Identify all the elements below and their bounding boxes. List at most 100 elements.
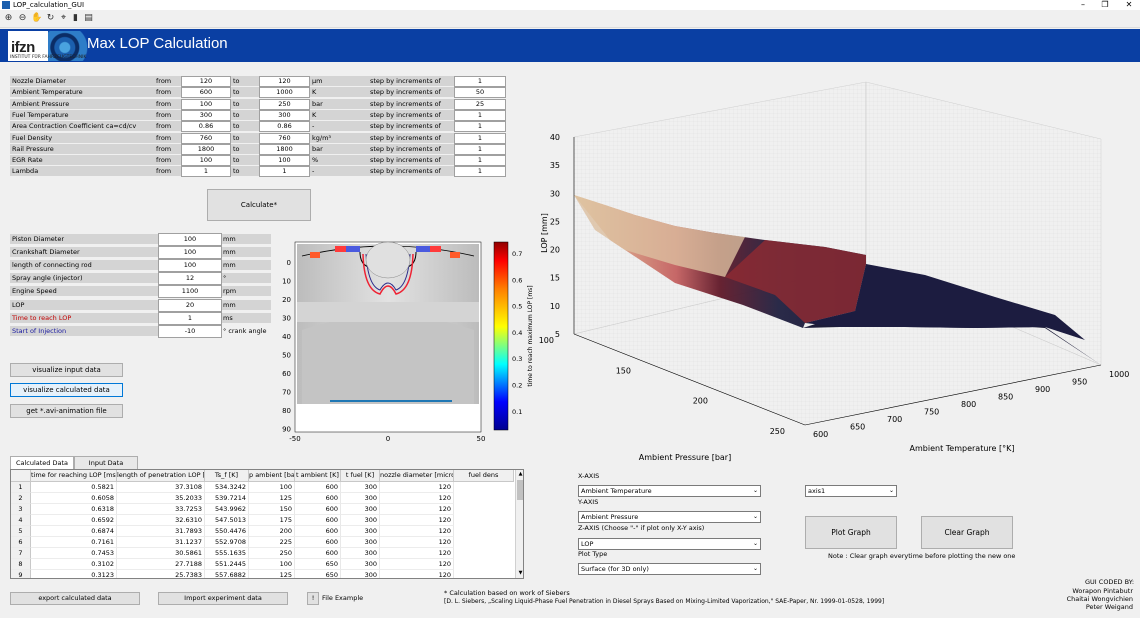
import-data-button[interactable]: Import experiment data [158, 592, 288, 605]
param-from-input[interactable]: 100 [181, 98, 231, 110]
table-row[interactable]: 5 0.6874 31.7893 550.4476 200 600 300 120 [11, 526, 515, 537]
engine-param-input[interactable]: 100 [158, 246, 222, 260]
engine-param-input[interactable]: 100 [158, 233, 222, 246]
plot-graph-button[interactable]: Plot Graph [805, 516, 897, 549]
engine-param-input[interactable]: -10 [158, 324, 222, 338]
zoom-out-icon[interactable]: ⊖ [18, 13, 27, 23]
table-row[interactable]: 3 0.6318 33.7253 543.9962 150 600 300 120 [11, 504, 515, 515]
visualize-calculated-button[interactable]: visualize calculated data [10, 383, 123, 397]
table-column-header[interactable]: Ts_f [K] [205, 470, 249, 482]
param-to-input[interactable]: 300 [259, 109, 310, 121]
table-cell: 125 [249, 493, 295, 504]
table-cell: 31.1237 [117, 537, 205, 548]
table-row[interactable]: 2 0.6058 35.2033 539.7214 125 600 300 120 [11, 493, 515, 504]
pan-icon[interactable]: ✋ [31, 13, 43, 23]
param-from-input[interactable]: 0.86 [181, 121, 231, 133]
engine-plot-ytick: 10 [282, 278, 291, 286]
table-cell: 32.6310 [117, 515, 205, 526]
table-column-header[interactable]: fuel dens [454, 470, 514, 482]
clear-graph-button[interactable]: Clear Graph [921, 516, 1013, 549]
table-row[interactable]: 8 0.3102 27.7188 551.2445 100 650 300 120 [11, 559, 515, 570]
engine-param-input[interactable]: 12 [158, 272, 222, 286]
minimize-button[interactable]: – [1081, 0, 1085, 9]
table-cell: 100 [249, 482, 295, 493]
title-bar: LOP_calculation_GUI – ❐ ✕ [0, 0, 1140, 10]
file-example-button[interactable]: ! [307, 592, 319, 605]
table-cell: 300 [341, 526, 380, 537]
tab-input-data[interactable]: Input Data [74, 456, 138, 469]
engine-spray-plot: 0 10 20 30 40 50 60 70 80 90 -50 0 50 0.7 0.6 0.5 0.4 0… [282, 241, 534, 443]
table-column-header[interactable]: nozzle diameter [micro] [380, 470, 454, 482]
param-from-input[interactable]: 1800 [181, 143, 231, 155]
rotate-icon[interactable]: ↻ [46, 13, 55, 23]
table-column-header[interactable]: t fuel [K] [341, 470, 380, 482]
engine-param-input[interactable]: 20 [158, 298, 222, 312]
param-to-input[interactable]: 1 [259, 166, 310, 178]
engine-param-input[interactable]: 1100 [158, 285, 222, 299]
param-to-input[interactable]: 120 [259, 76, 310, 87]
scroll-down-icon[interactable]: ▼ [518, 570, 523, 576]
x-axis-select[interactable]: Ambient Temperature ⌄ [578, 485, 761, 497]
param-step-input[interactable]: 50 [454, 87, 506, 99]
colorbar-icon[interactable]: ▮ [73, 13, 78, 23]
param-from-input[interactable]: 1 [181, 166, 231, 178]
param-step-input[interactable]: 1 [454, 121, 506, 133]
z-axis-select[interactable]: LOP ⌄ [578, 538, 761, 550]
axis-target-select[interactable]: axis1 ⌄ [805, 485, 897, 497]
param-to-input[interactable]: 250 [259, 98, 310, 110]
calculate-button[interactable]: Calculate* [207, 189, 311, 221]
toolbar [0, 10, 1140, 28]
engine-param-label: Crankshaft Diameter [10, 247, 158, 258]
engine-param-label: Engine Speed [10, 286, 158, 297]
legend-icon[interactable]: ▤ [84, 13, 93, 23]
zoom-in-icon[interactable]: ⊕ [4, 13, 13, 23]
export-data-button[interactable]: export calculated data [10, 592, 140, 605]
close-button[interactable]: ✕ [1125, 0, 1133, 9]
param-from-input[interactable]: 600 [181, 87, 231, 99]
table-row[interactable]: 6 0.7161 31.1237 552.9708 225 600 300 120 [11, 537, 515, 548]
table-column-header[interactable]: time for reaching LOP [ms] [31, 470, 117, 482]
lop-surface-mid [725, 240, 866, 323]
param-to-input[interactable]: 0.86 [259, 121, 310, 133]
engine-param-input[interactable]: 1 [158, 311, 222, 325]
data-cursor-icon[interactable]: ⌖ [60, 13, 67, 23]
engine-param-input[interactable]: 100 [158, 259, 222, 273]
row-header: 3 [11, 504, 31, 515]
scroll-up-icon[interactable]: ▲ [518, 471, 523, 477]
scroll-thumb[interactable] [517, 480, 523, 500]
param-step-input[interactable]: 1 [454, 166, 506, 178]
tab-calculated-data[interactable]: Calculated Data [10, 456, 74, 469]
param-to-input[interactable]: 100 [259, 155, 310, 167]
table-row[interactable]: 9 0.3123 25.7383 557.6882 125 650 300 120 [11, 570, 515, 578]
maximize-button[interactable]: ❐ [1101, 0, 1109, 9]
x-tick-label: 850 [998, 393, 1013, 402]
y-axis-select[interactable]: Ambient Pressure ⌄ [578, 511, 761, 523]
table-column-header[interactable]: length of penetration LOP [mm] [117, 470, 205, 482]
param-step-input[interactable]: 1 [454, 132, 506, 144]
table-cell: 27.7188 [117, 559, 205, 570]
param-from-input[interactable]: 100 [181, 155, 231, 167]
param-step-input[interactable]: 25 [454, 98, 506, 110]
table-row[interactable]: 4 0.6592 32.6310 547.5013 175 600 300 120 [11, 515, 515, 526]
table-column-header[interactable]: p ambient [bar] [249, 470, 295, 482]
param-to-input[interactable]: 760 [259, 132, 310, 144]
table-row[interactable]: 7 0.7453 30.5861 555.1635 250 600 300 120 [11, 548, 515, 559]
param-from-input[interactable]: 300 [181, 109, 231, 121]
visualize-input-button[interactable]: visualize input data [10, 363, 123, 377]
table-row[interactable]: 1 0.5821 37.3108 534.3242 100 600 300 120 [11, 482, 515, 493]
table-column-header[interactable]: t ambient [K] [295, 470, 341, 482]
plot-type-select[interactable]: Surface (for 3D only) ⌄ [578, 563, 761, 575]
param-to-input[interactable]: 1800 [259, 143, 310, 155]
param-step-input[interactable]: 1 [454, 155, 506, 167]
param-from-input[interactable]: 120 [181, 76, 231, 87]
table-cell: 547.5013 [205, 515, 249, 526]
param-step-input[interactable]: 1 [454, 76, 506, 87]
param-from-input[interactable]: 760 [181, 132, 231, 144]
param-to-input[interactable]: 1000 [259, 87, 310, 99]
param-step-input[interactable]: 1 [454, 143, 506, 155]
get-avi-button[interactable]: get *.avi-animation file [10, 404, 123, 418]
x-tick-label: 600 [813, 430, 828, 439]
param-step-input[interactable]: 1 [454, 109, 506, 121]
table-scrollbar[interactable]: ▲ ▼ [515, 470, 523, 578]
table-cell: 125 [249, 570, 295, 578]
